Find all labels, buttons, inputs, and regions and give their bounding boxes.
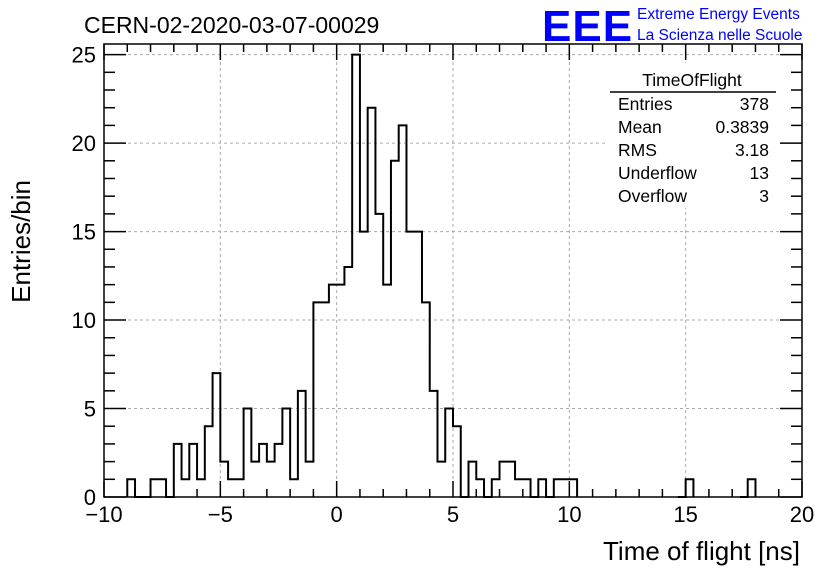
y-tick-label: 15: [72, 220, 96, 245]
x-tick-label: 10: [557, 502, 581, 527]
eee-logo-mark: EEE: [542, 2, 633, 51]
stats-row-value: 3: [759, 186, 769, 206]
x-tick-label: 20: [790, 502, 814, 527]
stats-row-value: 0.3839: [715, 117, 769, 137]
stats-row-value: 13: [750, 163, 769, 183]
axis-tick-labels: −10 −5 0 5 10 15 20 0 5 10 15 20 25: [72, 43, 815, 527]
x-tick-label: 15: [673, 502, 697, 527]
stats-box-title: TimeOfFlight: [642, 70, 742, 90]
eee-logo: EEE Extreme Energy Events La Scienza nel…: [542, 2, 802, 51]
stats-row-label: Overflow: [618, 186, 687, 206]
stats-box: TimeOfFlight Entries 378 Mean 0.3839 RMS 3.18…: [605, 63, 780, 208]
stats-row-label: Mean: [618, 117, 662, 137]
chart-title: CERN-02-2020-03-07-00029: [84, 12, 379, 38]
eee-logo-line2: La Scienza nelle Scuole: [637, 27, 802, 44]
y-tick-label: 25: [72, 43, 96, 68]
x-tick-label: −10: [85, 502, 122, 527]
x-tick-label: 5: [447, 502, 459, 527]
stats-box-rows: Entries 378 Mean 0.3839 RMS 3.18 Underflow 13 Ov…: [618, 94, 769, 206]
y-axis-label: Entries/bin: [6, 180, 36, 303]
y-tick-label: 0: [84, 485, 96, 510]
stats-row-label: Underflow: [618, 163, 697, 183]
axis-ticks: [103, 44, 803, 498]
x-tick-label: 0: [331, 502, 343, 527]
eee-logo-line1: Extreme Energy Events: [637, 6, 800, 23]
stats-row-value: 3.18: [735, 140, 769, 160]
stats-box-background: [605, 63, 780, 208]
y-tick-label: 5: [84, 397, 96, 422]
x-tick-label: −5: [208, 502, 233, 527]
y-tick-label: 10: [72, 308, 96, 333]
stats-row-label: Entries: [618, 94, 673, 114]
stats-row-value: 378: [740, 94, 769, 114]
stats-row-label: RMS: [618, 140, 657, 160]
x-axis-label: Time of flight [ns]: [603, 536, 800, 566]
y-tick-label: 20: [72, 131, 96, 156]
